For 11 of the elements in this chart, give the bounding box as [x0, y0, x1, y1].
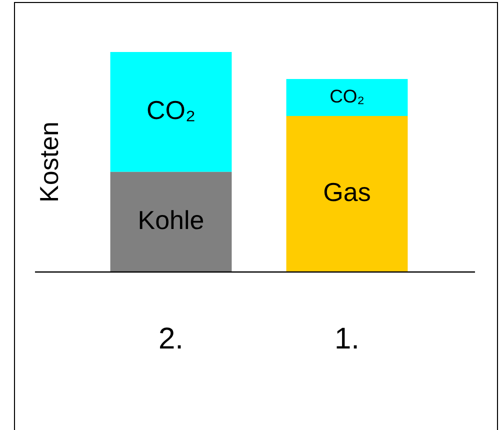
bar: [286, 116, 408, 272]
bar: [110, 52, 232, 172]
series-label: CO₂: [330, 86, 364, 107]
bar: [286, 79, 408, 116]
x-tick-label: 1.: [334, 322, 360, 356]
series-label: Kohle: [138, 205, 204, 236]
bar: [110, 172, 232, 272]
y-axis-title: Kosten: [34, 122, 64, 202]
x-tick-label: 2.: [158, 322, 184, 356]
text: CO₂: [146, 95, 196, 126]
series-label: Gas: [323, 177, 371, 208]
